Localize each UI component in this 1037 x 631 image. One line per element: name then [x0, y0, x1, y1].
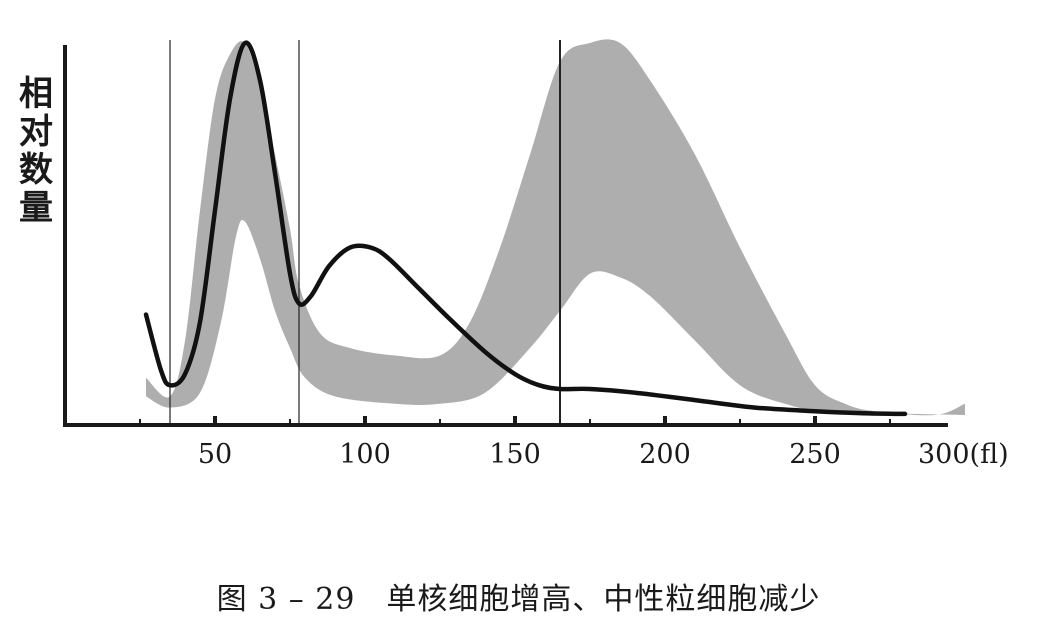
- y-label-char-3: 数: [19, 150, 53, 190]
- distribution-curve-1: [143, 40, 908, 417]
- x-tick-label-200: 200: [639, 439, 691, 470]
- reference-band-layer: [146, 39, 965, 416]
- x-tick-label-250: 250: [789, 439, 841, 470]
- x-tick-label-50: 50: [198, 439, 232, 470]
- y-label-char-4: 量: [19, 188, 53, 228]
- y-label-char-1: 相: [19, 74, 53, 114]
- x-tick-label-100: 100: [339, 439, 391, 470]
- x-tick-label-300: 300(fl): [918, 439, 1009, 470]
- reference-band: [146, 39, 965, 416]
- vertical-lines-layer: [169, 40, 561, 425]
- x-tick-label-150: 150: [489, 439, 541, 470]
- distribution-curve-layer: [143, 40, 908, 417]
- y-label-char-2: 对: [19, 112, 53, 152]
- tick-labels-layer: 50 100 150 200 250 300(fl): [198, 439, 1009, 470]
- tick-marks-layer: [139, 416, 891, 425]
- axes-layer: [63, 45, 948, 427]
- figure-caption: 图 3 – 29 单核细胞增高、中性粒细胞减少: [216, 582, 821, 617]
